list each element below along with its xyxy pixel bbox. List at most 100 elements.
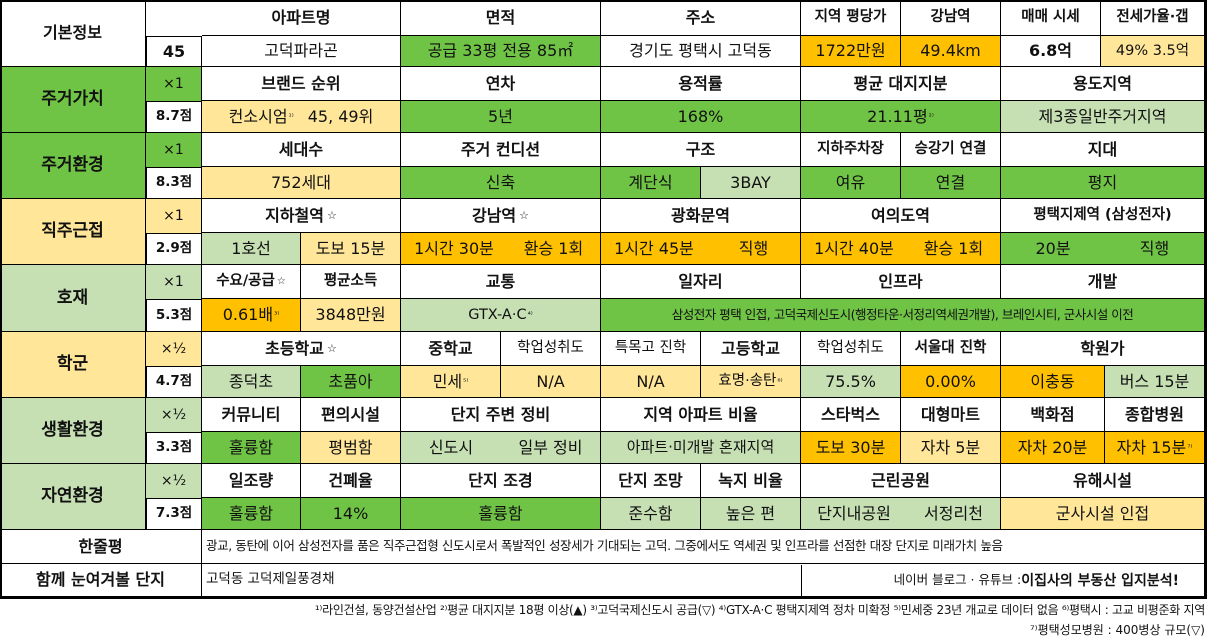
households-value: 752세대 <box>202 167 401 199</box>
school-label: 학군 <box>0 332 146 398</box>
supply-footnote: ³⁾ <box>274 310 280 319</box>
infra-header: 인프라 <box>801 265 1001 299</box>
elevator-header: 승강기 연결 <box>901 133 1001 167</box>
mart-value: 자차 5분 <box>901 432 1001 464</box>
address-header: 주소 <box>601 0 801 36</box>
community-header: 커뮤니티 <box>202 398 301 432</box>
gangnam-time-value: 1시간 30분 <box>401 233 507 265</box>
commute-label: 직주근접 <box>0 199 146 265</box>
brand-footnote: ¹⁾ <box>288 111 294 121</box>
jije-time-value: 20분 <box>1001 233 1105 265</box>
supply-value: 0.61배 ³⁾ <box>202 299 301 332</box>
surroundings-status-value: 일부 정비 <box>501 432 601 464</box>
brand-rank-header: 브랜드 순위 <box>202 67 401 101</box>
living-env-score: 8.3점 <box>146 167 202 199</box>
yeouido-header: 여의도역 <box>801 199 1001 233</box>
special-school-header: 특목고 진학 <box>601 332 701 366</box>
landscape-header: 단지 조경 <box>401 464 601 498</box>
academy-area-value: 이충동 <box>1001 366 1105 398</box>
academy-header: 학원가 <box>1001 332 1205 366</box>
middle-school-footnote: ⁵⁾ <box>463 376 469 386</box>
apt-ratio-header: 지역 아파트 비율 <box>601 398 801 432</box>
sunlight-header: 일조량 <box>202 464 301 498</box>
living-env-label: 주거환경 <box>0 133 146 199</box>
traffic-header: 교통 <box>401 265 601 299</box>
middle-school-name: 민세 <box>432 371 463 391</box>
sunlight-value: 훌륭함 <box>202 498 301 530</box>
brand-rank-value: 컨소시엄 ¹⁾ 45, 49위 <box>202 101 401 133</box>
basic-info-label: 기본정보 <box>0 0 146 67</box>
zoning-header: 용도지역 <box>1001 67 1205 101</box>
department-store-header: 백화점 <box>1001 398 1105 432</box>
area-value: 공급 33평 전용 85㎡ <box>401 36 601 67</box>
traffic-lines: GTX-A·C <box>468 306 527 323</box>
source-prefix: 네이버 블로그 · 유튜브 : <box>893 572 1022 588</box>
apt-name: 고덕파라곤 <box>202 36 401 67</box>
convenience-value: 평범함 <box>301 432 401 464</box>
living-env-multiplier: ×1 <box>146 133 202 167</box>
green-ratio-header: 녹지 비율 <box>701 464 801 498</box>
terrain-header: 지대 <box>1001 133 1205 167</box>
nature-label: 자연환경 <box>0 464 146 530</box>
park-inner-value: 단지내공원 <box>801 498 907 530</box>
supply-header: 수요/공급 ☆ <box>202 265 301 299</box>
yeouido-time-value: 1시간 40분 <box>801 233 907 265</box>
hospital-value: 자차 15분 ⁷⁾ <box>1105 432 1205 464</box>
landscape-value: 훌륭함 <box>401 498 601 530</box>
subway-header-text: 지하철역 <box>265 205 324 225</box>
elementary-access-value: 초품아 <box>301 366 401 398</box>
surroundings-type-value: 신도시 <box>401 432 501 464</box>
gwanghwamun-transfer-value: 직행 <box>707 233 801 265</box>
special-school-value: N/A <box>601 366 701 398</box>
hospital-distance: 자차 15분 <box>1116 437 1187 457</box>
structure-header: 구조 <box>601 133 801 167</box>
footnotes-line-1: ¹⁾라인건설, 동양건설산업 ²⁾평균 대지지분 18평 이상(▲) ³⁾고덕국… <box>314 603 1205 617</box>
region-price-header: 지역 평당가 <box>801 0 901 36</box>
view-header: 단지 조망 <box>601 464 701 498</box>
school-multiplier: ×½ <box>146 332 202 366</box>
hazard-value: 군사시설 인접 <box>1001 498 1205 530</box>
traffic-value: GTX-A·C ⁴⁾ <box>401 299 601 332</box>
land-share-header: 평균 대지지분 <box>801 67 1001 101</box>
gangnam-station-header: 강남역 ☆ <box>401 199 601 233</box>
high-school-footnote: ⁶⁾ <box>777 376 783 386</box>
age-value: 5년 <box>401 101 601 133</box>
high-achievement-value: 75.5% <box>801 366 901 398</box>
snu-admission-header: 서울대 진학 <box>901 332 1001 366</box>
land-share-value: 21.11평 ²⁾ <box>801 101 1001 133</box>
gangnam-transfer-value: 환승 1회 <box>507 233 601 265</box>
traffic-footnote: ⁴⁾ <box>527 310 533 319</box>
residence-multiplier: ×1 <box>146 67 202 101</box>
hazard-header: 유해시설 <box>1001 464 1205 498</box>
condition-value: 신축 <box>401 167 601 199</box>
development-score: 5.3점 <box>146 299 202 332</box>
zoning-value: 제3종일반주거지역 <box>1001 101 1205 133</box>
region-price-value: 1722만원 <box>801 36 901 67</box>
source-name: 이집사의 부동산 입지분석! <box>1021 572 1179 589</box>
middle-achievement-header: 학업성취도 <box>501 332 601 366</box>
elementary-header: 초등학교 ☆ <box>202 332 401 366</box>
yeouido-transfer-value: 환승 1회 <box>907 233 1001 265</box>
condition-header: 주거 컨디션 <box>401 133 601 167</box>
middle-school-value: 민세 ⁵⁾ <box>401 366 501 398</box>
stair-type-value: 계단식 <box>601 167 701 199</box>
summary-text: 광교, 동탄에 이어 삼성전자를 품은 직주근접형 신도시로서 폭발적인 성장세… <box>202 530 1205 564</box>
jeonse-ratio-value: 49% 3.5억 <box>1101 36 1205 67</box>
parking-header: 지하주차장 <box>801 133 901 167</box>
apt-number: 45 <box>146 36 202 67</box>
households-header: 세대수 <box>202 133 401 167</box>
park-stream-value: 서정리천 <box>907 498 1001 530</box>
age-header: 연차 <box>401 67 601 101</box>
terrain-value: 평지 <box>1001 167 1205 199</box>
high-school-header: 고등학교 <box>701 332 801 366</box>
star-icon: ☆ <box>276 275 286 287</box>
department-store-value: 자차 20분 <box>1001 432 1105 464</box>
development-label: 호재 <box>0 265 146 332</box>
related-complex: 고덕동 고덕제일풍경채 <box>202 564 1205 597</box>
convenience-header: 편의시설 <box>301 398 401 432</box>
bcr-header: 건폐율 <box>301 464 401 498</box>
far-value: 168% <box>601 101 801 133</box>
commute-score: 2.9점 <box>146 233 202 265</box>
starbucks-value: 도보 30분 <box>801 432 901 464</box>
income-value: 3848만원 <box>301 299 401 332</box>
